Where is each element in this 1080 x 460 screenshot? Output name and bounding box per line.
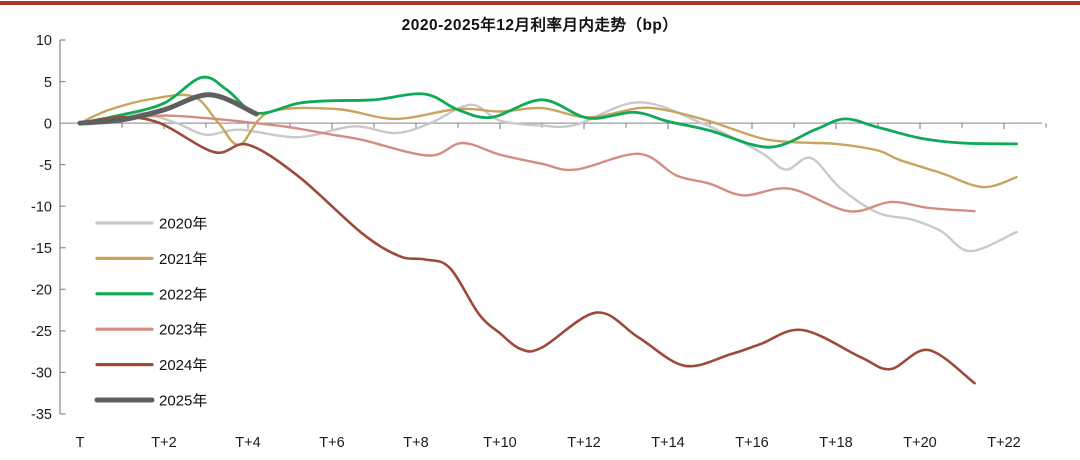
chart-title: 2020-2025年12月利率月内走势（bp） <box>401 17 679 34</box>
legend-label: 2022年 <box>159 286 207 303</box>
y-tick-label: 10 <box>36 33 52 49</box>
legend: 2020年 2021年 2022年 2023年 2024年 2025年 <box>94 216 207 410</box>
x-tick-label: T+12 <box>567 435 600 451</box>
y-tick-label: -15 <box>31 241 52 257</box>
legend-item-2022: 2022年 <box>95 286 207 303</box>
y-tick-label: -25 <box>31 324 52 340</box>
x-tick-label: T+20 <box>903 435 936 451</box>
y-tick-label: -10 <box>31 199 52 215</box>
y-tick-label: -30 <box>31 366 52 382</box>
x-tick-label: T+22 <box>987 435 1020 451</box>
series-lines <box>77 75 1018 385</box>
x-tick-label: T+18 <box>819 435 852 451</box>
legend-item-2025: 2025年 <box>94 393 207 410</box>
y-tick-label: -5 <box>39 158 52 174</box>
y-tick-label: 0 <box>44 116 52 132</box>
x-tick-label: T <box>76 435 85 451</box>
legend-item-2023: 2023年 <box>95 322 207 339</box>
legend-item-2020: 2020年 <box>95 216 207 233</box>
series-line-2022 <box>78 75 1018 149</box>
legend-label: 2021年 <box>159 251 207 268</box>
legend-label: 2024年 <box>159 357 207 374</box>
x-tick-label: T+4 <box>235 435 260 451</box>
x-tick-label: T+8 <box>403 435 428 451</box>
x-tick-label: T+14 <box>651 435 684 451</box>
legend-label: 2023年 <box>159 322 207 339</box>
legend-label: 2020年 <box>159 216 207 233</box>
legend-item-2021: 2021年 <box>95 251 207 268</box>
x-tick-label: T+2 <box>151 435 176 451</box>
series-line-2021 <box>78 93 1018 189</box>
legend-item-2024: 2024年 <box>95 357 207 374</box>
y-tick-label: -20 <box>31 283 52 299</box>
x-tick-label: T+10 <box>483 435 516 451</box>
series-line-2024 <box>78 116 976 385</box>
x-tick-label: T+6 <box>319 435 344 451</box>
series-line-2020 <box>78 101 1018 253</box>
x-tick-label: T+16 <box>735 435 768 451</box>
series-line-2025 <box>77 92 259 126</box>
top-border-line <box>0 1 1080 5</box>
axes: 10 5 0 -5 -10 -15 -20 -25 -30 -35 T T+2 T+4 T+6 T+8 T+1… <box>31 33 1047 451</box>
y-tick-label: 5 <box>44 75 52 91</box>
legend-label: 2025年 <box>159 393 207 410</box>
series-line-2023 <box>78 114 976 213</box>
y-tick-label: -35 <box>31 407 52 423</box>
